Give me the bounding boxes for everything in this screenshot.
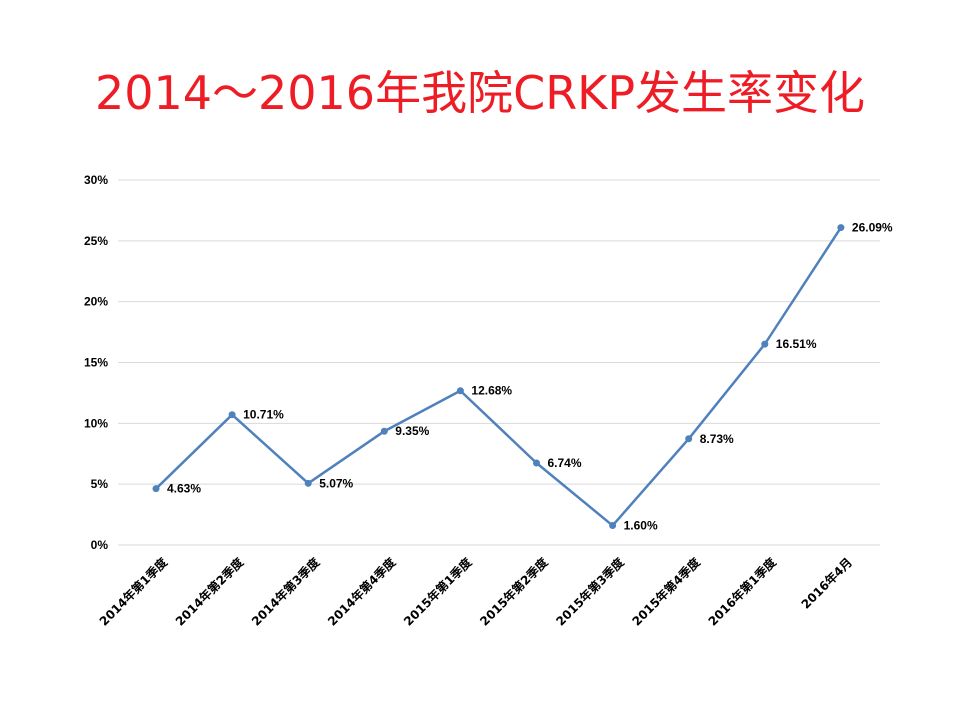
y-tick-label: 0% <box>91 538 109 552</box>
data-point <box>837 224 845 232</box>
y-tick-label: 30% <box>84 173 108 187</box>
data-label: 6.74% <box>548 456 582 470</box>
data-point <box>761 340 769 348</box>
data-label: 9.35% <box>395 424 429 438</box>
x-category-label: 2015年第1季度 <box>400 554 475 629</box>
data-label: 16.51% <box>776 337 817 351</box>
x-category-label: 2015年第2季度 <box>477 554 552 629</box>
series-line-group <box>152 224 845 530</box>
data-point <box>152 485 160 493</box>
x-category-label: 2016年第1季度 <box>705 554 780 629</box>
gridlines <box>118 179 880 546</box>
y-tick-label: 25% <box>84 234 108 248</box>
data-label: 5.07% <box>319 476 353 490</box>
y-axis-tick-labels: 0% 5% 10% 15% 20% 25% 30% <box>84 173 108 552</box>
data-point <box>304 479 312 487</box>
data-point <box>380 427 388 435</box>
x-category-label: 2014年第3季度 <box>248 554 323 629</box>
series-line <box>155 226 842 527</box>
x-category-label: 2014年第2季度 <box>172 554 247 629</box>
x-category-label: 2014年第4季度 <box>324 554 399 629</box>
y-tick-label: 5% <box>91 477 109 491</box>
data-label: 8.73% <box>700 432 734 446</box>
y-tick-label: 15% <box>84 356 108 370</box>
data-point <box>609 522 617 530</box>
data-point <box>456 387 464 395</box>
x-category-label: 2016年4月 <box>798 555 855 612</box>
data-point <box>533 459 540 467</box>
data-label: 4.63% <box>167 482 201 496</box>
x-category-label: 2015年第3季度 <box>553 554 628 629</box>
y-tick-label: 20% <box>84 295 108 309</box>
data-point <box>685 435 693 443</box>
x-category-label: 2015年第4季度 <box>629 554 704 629</box>
data-labels: 4.63% 10.71% 5.07% 9.35% 12.68% 6.74% 1.60% 8.7… <box>167 221 893 533</box>
x-axis-category-labels: 2014年第1季度 2014年第2季度 2014年第3季度 2014年第4季度 2015… <box>96 554 855 629</box>
data-label: 10.71% <box>243 408 284 422</box>
y-tick-label: 10% <box>84 416 108 430</box>
data-label: 26.09% <box>852 221 893 235</box>
x-category-label: 2014年第1季度 <box>96 554 171 629</box>
data-point <box>228 411 236 419</box>
data-label: 1.60% <box>624 519 658 533</box>
chart-title: 2014～2016年我院CRKP发生率变化 <box>94 66 866 120</box>
data-label: 12.68% <box>471 384 512 398</box>
